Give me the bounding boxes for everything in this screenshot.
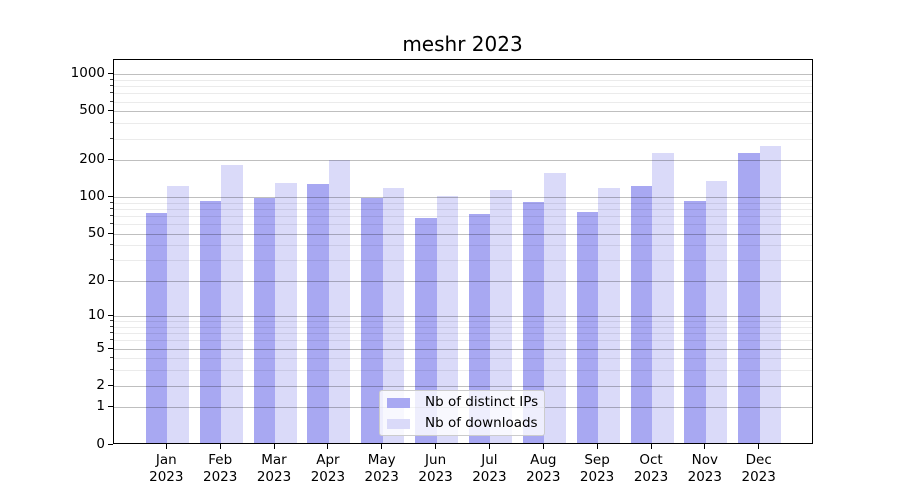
y-minor-tick-mark: [110, 369, 113, 371]
y-tick-label: 100: [79, 188, 105, 205]
y-tick-label: 0: [96, 435, 105, 452]
bar-distinct-ips-may: [361, 197, 383, 443]
bar-distinct-ips-feb: [199, 200, 222, 443]
y-minor-tick-mark: [110, 85, 113, 87]
x-tick-mark: [273, 444, 275, 449]
y-minor-tick-mark: [110, 325, 113, 327]
x-tick-mark: [219, 444, 221, 449]
x-tick-label: Jun 2023: [418, 452, 453, 485]
bar-distinct-ips-mar: [253, 197, 275, 443]
y-minor-tick-mark: [110, 339, 113, 341]
y-minor-tick-mark: [110, 122, 113, 124]
y-tick-mark: [108, 443, 113, 445]
x-tick-label: Apr 2023: [310, 452, 346, 485]
bar-distinct-ips-jun: [415, 218, 437, 443]
y-tick-label: 1000: [70, 65, 105, 82]
bar-distinct-ips-sep: [576, 212, 599, 443]
y-tick-mark: [108, 384, 113, 386]
x-tick-mark: [381, 444, 383, 449]
bar-downloads-jan: [167, 185, 189, 443]
x-tick-label: Nov 2023: [687, 452, 722, 485]
bar-downloads-nov: [705, 181, 728, 443]
legend: Nb of distinct IPs Nb of downloads: [379, 390, 545, 436]
legend-item-distinct-ips: Nb of distinct IPs: [387, 393, 544, 412]
y-tick-label: 2: [96, 376, 105, 393]
y-tick-mark: [108, 315, 113, 316]
bar-downloads-dec: [759, 146, 782, 443]
y-tick-mark: [108, 196, 113, 198]
y-minor-tick-mark: [110, 320, 113, 322]
legend-swatch-distinct-ips-icon: [387, 397, 410, 408]
bars-layer: [114, 60, 812, 443]
legend-label-distinct-ips: Nb of distinct IPs: [425, 394, 539, 410]
bar-downloads-jul: [490, 189, 512, 443]
y-tick-label: 200: [79, 151, 105, 168]
x-tick-mark: [596, 444, 598, 449]
x-tick-mark: [488, 444, 490, 449]
y-tick-mark: [108, 406, 113, 408]
bar-distinct-ips-jul: [468, 213, 491, 443]
x-tick-label: Sep 2023: [579, 452, 615, 485]
bar-distinct-ips-aug: [522, 201, 545, 443]
y-tick-mark: [108, 232, 113, 234]
y-minor-tick-mark: [110, 207, 113, 209]
bar-distinct-ips-apr: [307, 183, 329, 443]
bar-downloads-jun: [436, 195, 459, 443]
y-tick-label: 500: [79, 102, 105, 119]
y-minor-tick-mark: [110, 259, 113, 261]
bar-distinct-ips-jan: [145, 213, 168, 443]
plot-area: Nb of distinct IPs Nb of downloads: [113, 59, 813, 444]
y-minor-tick-mark: [110, 201, 113, 203]
bar-downloads-mar: [275, 182, 297, 443]
x-tick-label: Aug 2023: [526, 452, 561, 485]
x-tick-mark: [650, 444, 652, 449]
x-tick-label: Oct 2023: [633, 452, 669, 485]
y-tick-mark: [108, 347, 113, 349]
y-tick-label: 20: [87, 272, 105, 289]
y-minor-tick-mark: [110, 78, 113, 80]
x-tick-label: Dec 2023: [741, 452, 776, 485]
y-tick-mark: [108, 159, 113, 161]
x-tick-mark: [435, 444, 437, 449]
x-tick-label: Mar 2023: [256, 452, 292, 485]
bar-downloads-sep: [598, 187, 620, 443]
x-tick-mark: [327, 444, 329, 449]
legend-swatch-downloads-icon: [387, 418, 410, 429]
y-tick-mark: [108, 110, 113, 112]
y-minor-tick-mark: [110, 137, 113, 139]
y-tick-label: 5: [96, 339, 105, 356]
bar-distinct-ips-oct: [630, 185, 652, 443]
legend-item-downloads: Nb of downloads: [387, 414, 544, 433]
legend-label-downloads: Nb of downloads: [425, 415, 538, 431]
y-minor-tick-mark: [110, 332, 113, 333]
x-tick-mark: [704, 444, 706, 449]
y-tick-mark: [108, 280, 113, 282]
x-tick-label: May 2023: [364, 452, 399, 485]
bar-downloads-oct: [652, 152, 674, 443]
x-tick-label: Feb 2023: [203, 452, 238, 485]
bar-distinct-ips-nov: [684, 201, 706, 443]
bar-downloads-apr: [328, 160, 351, 443]
x-tick-mark: [758, 444, 760, 449]
y-tick-label: 1: [96, 398, 105, 415]
y-minor-tick-mark: [110, 223, 113, 225]
x-tick-label: Jul 2023: [472, 452, 507, 485]
y-minor-tick-mark: [110, 357, 113, 359]
x-tick-mark: [542, 444, 544, 449]
x-tick-mark: [165, 444, 167, 449]
bar-downloads-aug: [544, 173, 566, 443]
x-tick-label: Jan 2023: [149, 452, 184, 485]
y-minor-tick-mark: [110, 215, 113, 216]
y-minor-tick-mark: [110, 92, 113, 94]
y-tick-mark: [108, 73, 113, 75]
y-tick-label: 10: [87, 307, 105, 323]
bar-downloads-may: [382, 188, 405, 443]
y-tick-label: 50: [87, 224, 105, 241]
bar-distinct-ips-dec: [738, 153, 760, 443]
y-minor-tick-mark: [110, 244, 113, 246]
bar-downloads-feb: [221, 164, 243, 443]
chart-title: meshr 2023: [402, 32, 523, 56]
y-minor-tick-mark: [110, 100, 113, 102]
